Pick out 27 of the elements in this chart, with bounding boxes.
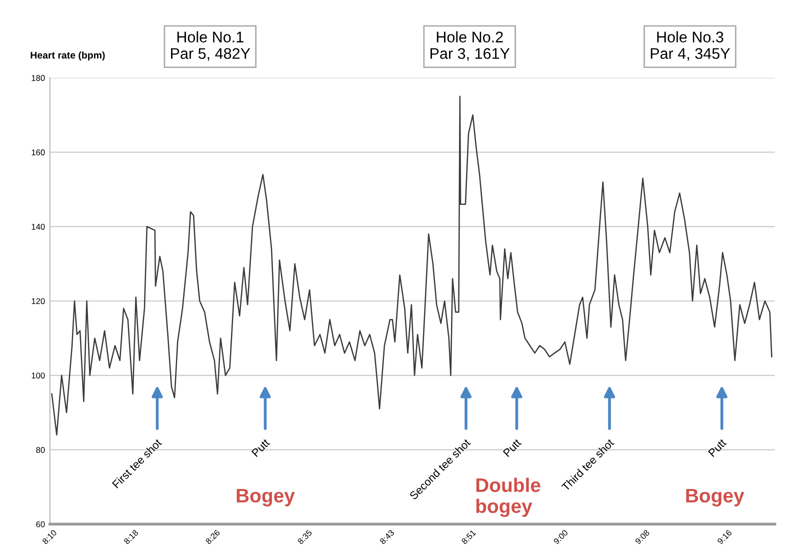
text: Hole No.3 Par 4, 345Y: [650, 31, 730, 61]
x-tick-label: 8:35: [297, 529, 312, 545]
text: Hole No.1 Par 5, 482Y: [171, 31, 250, 61]
y-tick-label: 60: [36, 521, 45, 528]
x-tick-label: 8:51: [461, 529, 476, 545]
x-tick-label: 8:43: [379, 529, 395, 545]
annotation: Putt: [502, 438, 522, 458]
x-tick-label: 8:10: [42, 529, 58, 545]
x-tick-label: 8:18: [124, 529, 139, 545]
line-series: [51, 96, 772, 436]
annotation: Putt: [251, 438, 270, 458]
y-axis-title: Heart rate (bpm): [30, 51, 105, 61]
y-tick-label: 160: [32, 149, 45, 156]
annotation: Putt: [708, 438, 727, 458]
y-tick-label: 80: [36, 446, 45, 453]
annotation: Bogey: [686, 488, 744, 506]
annotation: Bogey: [236, 488, 295, 506]
x-tick-label: 9:16: [717, 529, 732, 545]
x-tick-label: 8:26: [205, 529, 220, 545]
x-tick-label: 9:08: [634, 529, 650, 545]
y-tick-label: 140: [32, 224, 45, 230]
annotation: Double bogey: [476, 478, 540, 517]
x-tick-label: 9:00: [553, 529, 568, 545]
y-tick-label: 120: [32, 298, 45, 304]
y-tick-label: 100: [32, 372, 45, 378]
text: Hole No.2 Par 3, 161Y: [430, 31, 510, 61]
y-tick-label: 180: [32, 75, 45, 81]
